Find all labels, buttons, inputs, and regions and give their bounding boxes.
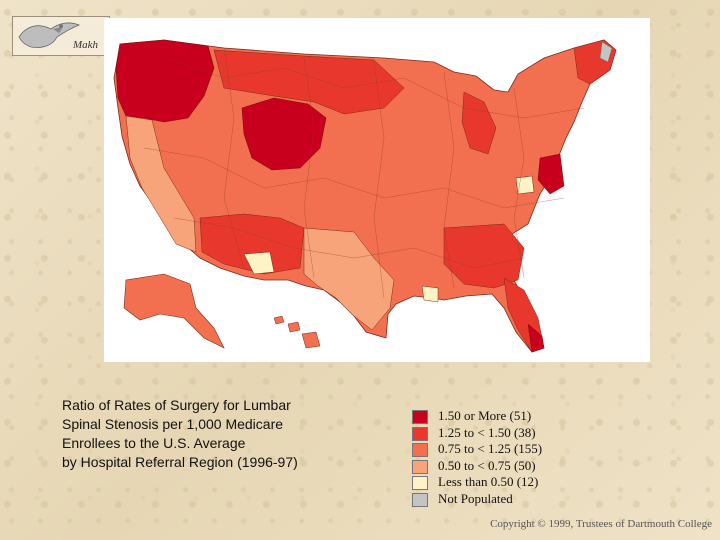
rocky-mountain-region: [241, 97, 327, 171]
legend-swatch-3: [412, 443, 428, 457]
southwest-pale-region: [243, 251, 275, 275]
legend-item: 0.50 to < 0.75 (50): [412, 458, 572, 475]
hawaii-inset: [273, 315, 321, 349]
louisiana-pale-region: [421, 285, 439, 303]
caption-line-4: by Hospital Referral Region (1996-97): [62, 454, 298, 470]
legend-item: Less than 0.50 (12): [412, 474, 572, 491]
hrr-boundaries: [143, 47, 585, 299]
map-legend: 1.50 or More (51) 1.25 to < 1.50 (38) 0.…: [412, 408, 572, 507]
copyright-notice: Copyright © 1999, Trustees of Dartmouth …: [490, 518, 712, 530]
caption-line-2: Spinal Stenosis per 1,000 Medicare: [62, 416, 284, 432]
legend-swatch-6: [412, 492, 428, 507]
alaska-inset: [123, 273, 225, 349]
legend-swatch-2: [412, 426, 428, 441]
northern-plains-region: [213, 49, 405, 115]
maine-unpopulated-region: [599, 41, 613, 63]
legend-label-1: 1.50 or More (51): [438, 408, 532, 423]
legend-label-3: 0.75 to < 1.25 (155): [438, 441, 543, 456]
eagle-icon: [18, 22, 81, 48]
northwest-region: [115, 39, 215, 123]
ohio-pale-region: [515, 175, 535, 195]
legend-item: 1.50 or More (51): [412, 408, 572, 425]
legend-swatch-1: [412, 410, 428, 424]
southwest-region: [199, 213, 305, 275]
legend-label-4: 0.50 to < 0.75 (50): [438, 457, 536, 473]
us-hrr-map: [113, 39, 617, 353]
california-region: [125, 115, 197, 253]
legend-label-6: Not Populated: [438, 490, 513, 506]
legend-item: 0.75 to < 1.25 (155): [412, 441, 572, 458]
dartmouth-atlas-logo: Makh: [12, 16, 110, 56]
legend-label-5: Less than 0.50 (12): [438, 474, 539, 489]
south-florida-region: [527, 323, 545, 353]
mid-atlantic-region: [537, 153, 565, 195]
us-map-panel: [104, 18, 650, 362]
legend-item: Not Populated: [412, 491, 572, 508]
caption-line-1: Ratio of Rates of Surgery for Lumbar: [62, 397, 291, 413]
legend-item: 1.25 to < 1.50 (38): [412, 425, 572, 442]
logo-text: Makh: [73, 39, 99, 51]
great-lakes-region: [461, 91, 497, 155]
map-caption: Ratio of Rates of Surgery for Lumbar Spi…: [62, 396, 362, 472]
legend-label-2: 1.25 to < 1.50 (38): [438, 424, 536, 440]
legend-swatch-5: [412, 476, 428, 490]
caption-line-3: Enrollees to the U.S. Average: [62, 435, 246, 451]
legend-swatch-4: [412, 459, 428, 474]
